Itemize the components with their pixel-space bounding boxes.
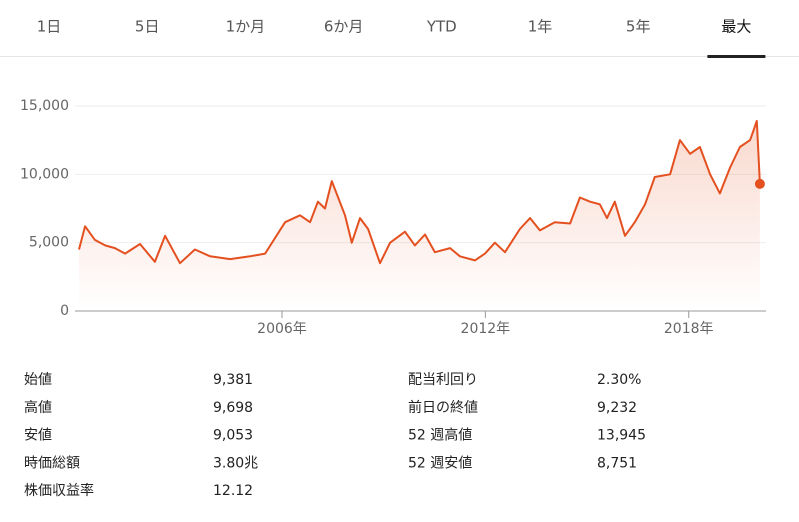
y-tick-label: 10,000 bbox=[20, 166, 69, 182]
stat-label: 高値 bbox=[24, 399, 52, 416]
stat-label: 株価収益率 bbox=[24, 482, 94, 499]
tab-underline bbox=[707, 55, 766, 58]
stat-label: 前日の終値 bbox=[408, 399, 478, 416]
stat-label: 52 週安値 bbox=[408, 455, 472, 471]
stat-value: 9,232 bbox=[597, 400, 637, 416]
tab[interactable]: YTD bbox=[426, 18, 457, 36]
x-tick-label: 2018年 bbox=[664, 321, 714, 337]
tab[interactable]: 1日 bbox=[37, 18, 62, 36]
stat-value: 3.80兆 bbox=[213, 455, 258, 471]
tab[interactable]: 1か月 bbox=[226, 18, 266, 36]
x-tick-label: 2012年 bbox=[461, 321, 511, 337]
stat-value: 12.12 bbox=[213, 483, 253, 499]
tab[interactable]: 5年 bbox=[626, 18, 651, 36]
tab[interactable]: 6か月 bbox=[324, 18, 364, 36]
line bbox=[78, 120, 761, 265]
stat-label: 52 週高値 bbox=[408, 427, 472, 444]
y-tick-label: 15,000 bbox=[20, 98, 69, 114]
stat-value: 9,381 bbox=[213, 372, 253, 388]
last-point bbox=[754, 178, 765, 189]
stat-label: 配当利回り bbox=[408, 372, 478, 388]
y-tick-label: 0 bbox=[60, 303, 69, 319]
area bbox=[79, 121, 760, 311]
x-tick-label: 2006年 bbox=[257, 321, 307, 337]
stat-label: 時価総額 bbox=[24, 455, 80, 471]
tab[interactable]: 最大 bbox=[721, 18, 751, 36]
stat-value: 9,698 bbox=[213, 400, 253, 416]
y-tick-label: 5,000 bbox=[29, 235, 69, 251]
stat-value: 8,751 bbox=[597, 455, 637, 471]
stat-value: 13,945 bbox=[597, 428, 646, 444]
stat-value: 9,053 bbox=[213, 428, 253, 444]
tab[interactable]: 1年 bbox=[528, 18, 553, 36]
stat-label: 安値 bbox=[24, 428, 52, 444]
tab[interactable]: 5日 bbox=[135, 18, 160, 36]
stat-value: 2.30% bbox=[597, 372, 641, 388]
stat-label: 始値 bbox=[24, 372, 52, 388]
